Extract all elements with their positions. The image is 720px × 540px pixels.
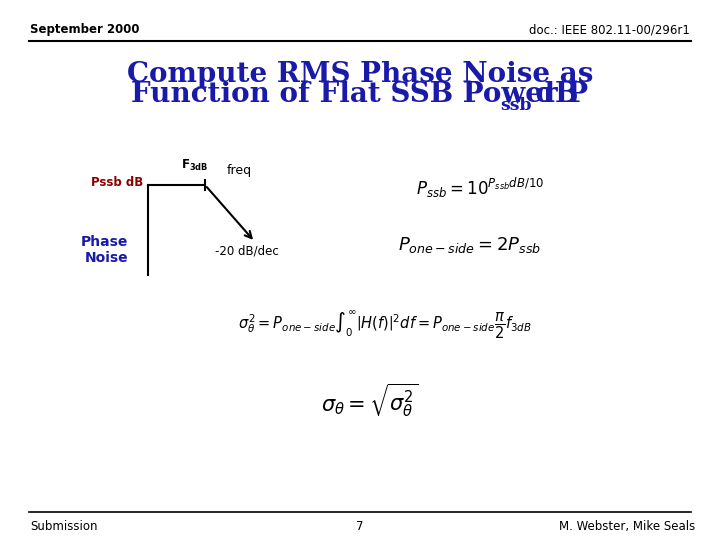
Text: dB: dB [526,80,578,107]
Text: 7: 7 [356,520,364,533]
Text: $\sigma_{\theta}^{2} = P_{one-side}\int_{0}^{\infty}\left|H\left(f\right)\right|: $\sigma_{\theta}^{2} = P_{one-side}\int_… [238,309,532,341]
Text: Compute RMS Phase Noise as: Compute RMS Phase Noise as [127,61,593,88]
Text: Function of Flat SSB Power P: Function of Flat SSB Power P [132,80,588,107]
Text: September 2000: September 2000 [30,23,140,36]
Text: Submission: Submission [30,520,97,533]
Text: Pssb dB: Pssb dB [91,176,143,188]
Text: freq: freq [227,164,252,177]
Text: $\sigma_{\theta} = \sqrt{\sigma_{\theta}^{2}}$: $\sigma_{\theta} = \sqrt{\sigma_{\theta}… [321,381,419,419]
Text: -20 dB/dec: -20 dB/dec [215,244,279,257]
Text: $P_{one-side} = 2P_{ssb}$: $P_{one-side} = 2P_{ssb}$ [398,235,541,255]
Text: doc.: IEEE 802.11-00/296r1: doc.: IEEE 802.11-00/296r1 [529,23,690,36]
Text: $\mathbf{F_{3dB}}$: $\mathbf{F_{3dB}}$ [181,158,209,173]
Text: M. Webster, Mike Seals: M. Webster, Mike Seals [559,520,695,533]
Text: $P_{ssb} = 10^{P_{ssb}dB/10}$: $P_{ssb} = 10^{P_{ssb}dB/10}$ [416,176,544,200]
Text: ssb: ssb [500,97,532,113]
Text: Phase
Noise: Phase Noise [81,235,128,265]
